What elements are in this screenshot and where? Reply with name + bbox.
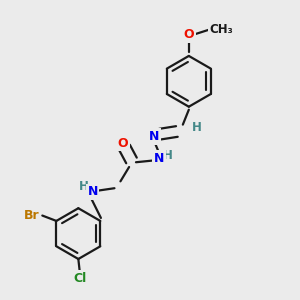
Text: Br: Br [24, 209, 39, 222]
Text: N: N [154, 152, 164, 165]
Text: H: H [79, 180, 88, 193]
Text: CH₃: CH₃ [210, 23, 233, 37]
Text: H: H [162, 149, 172, 162]
Text: N: N [149, 130, 160, 143]
Text: Cl: Cl [73, 272, 86, 285]
Text: N: N [88, 185, 98, 198]
Text: O: O [118, 136, 128, 150]
Text: H: H [192, 121, 202, 134]
Text: O: O [184, 28, 194, 41]
